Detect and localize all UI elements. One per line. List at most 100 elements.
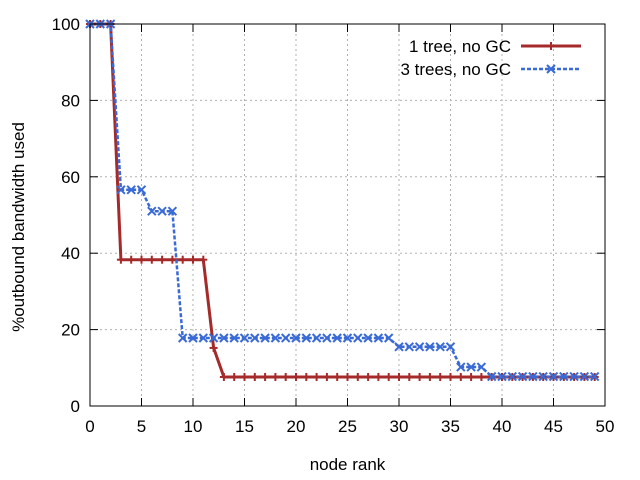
data-point [425, 372, 434, 381]
data-point [342, 333, 353, 343]
data-point [466, 362, 476, 372]
data-point [301, 333, 312, 343]
data-point [302, 372, 311, 381]
data-point [311, 333, 322, 343]
data-point [147, 255, 156, 264]
data-point [250, 372, 259, 381]
data-point [333, 372, 342, 381]
y-tick-label: 100 [52, 15, 80, 34]
data-point [467, 372, 476, 381]
data-point [517, 371, 528, 382]
series-layer [85, 19, 600, 382]
axis-ticks: 0 5 10 15 20 25 30 35 40 45 50 0 20 40 60 80 100 [52, 15, 615, 436]
legend-label-3-trees: 3 trees, no GC [400, 60, 511, 79]
data-point [292, 372, 300, 381]
data-point [589, 371, 600, 382]
legend-marker [546, 64, 556, 74]
data-point [188, 333, 198, 343]
data-point [177, 333, 188, 343]
data-point [270, 333, 281, 343]
data-point [353, 372, 362, 381]
data-point [126, 185, 136, 195]
data-point [569, 371, 579, 382]
data-point [136, 185, 147, 195]
data-point [322, 333, 332, 343]
data-point [477, 372, 486, 381]
legend: 1 tree, no GC 3 trees, no GC [400, 37, 581, 79]
y-tick-label: 60 [61, 168, 80, 187]
data-point [374, 372, 383, 381]
data-point [219, 372, 228, 381]
data-point [280, 333, 291, 343]
legend-entry-1-tree: 1 tree, no GC [409, 37, 581, 56]
data-point [157, 206, 167, 216]
y-tick-label: 20 [61, 321, 80, 340]
data-point [384, 372, 393, 381]
x-axis-title: node rank [310, 455, 386, 474]
data-point [127, 255, 136, 264]
x-tick-label: 25 [338, 417, 357, 436]
x-tick-label: 30 [390, 417, 409, 436]
data-point [548, 371, 559, 382]
data-point [435, 342, 445, 352]
data-point [476, 362, 487, 372]
data-point [271, 372, 280, 381]
data-point [332, 333, 342, 343]
data-point [343, 372, 352, 381]
data-point [250, 333, 260, 343]
data-point [363, 333, 373, 343]
x-tick-label: 10 [184, 417, 203, 436]
x-tick-label: 5 [137, 417, 146, 436]
series-line-2 [90, 22, 595, 378]
data-point [199, 255, 208, 264]
data-point [414, 342, 425, 352]
data-point [158, 255, 167, 264]
data-point [425, 342, 435, 352]
data-point [230, 372, 239, 381]
data-point [208, 333, 219, 343]
data-point [116, 255, 125, 264]
data-point [168, 255, 177, 264]
legend-label-1-tree: 1 tree, no GC [409, 37, 511, 56]
series-line-1 [90, 22, 595, 379]
data-point [405, 372, 414, 381]
data-point [312, 372, 321, 381]
data-point [415, 372, 424, 381]
data-point [364, 372, 373, 381]
data-point [404, 342, 415, 352]
data-point [189, 255, 197, 264]
x-tick-label: 40 [493, 417, 512, 436]
series-2 [85, 19, 600, 382]
x-tick-label: 50 [596, 417, 615, 436]
legend-marker [547, 42, 555, 50]
data-point [395, 372, 403, 381]
data-point [178, 255, 187, 264]
data-point [116, 185, 126, 195]
data-point [445, 342, 456, 352]
x-tick-label: 45 [544, 417, 563, 436]
data-point [383, 333, 394, 343]
data-point [486, 371, 497, 382]
legend-swatch-1-tree [521, 42, 581, 50]
y-tick-label: 40 [61, 244, 80, 263]
data-point [528, 371, 538, 382]
data-point [559, 371, 569, 382]
data-point [219, 333, 229, 343]
data-point [373, 333, 384, 343]
x-tick-label: 35 [441, 417, 460, 436]
data-point [497, 371, 507, 382]
data-point [260, 333, 270, 343]
data-point [507, 371, 518, 382]
data-point [137, 255, 146, 264]
y-axis-title: %outbound bandwidth used [9, 122, 28, 332]
data-point [436, 372, 445, 381]
x-tick-label: 0 [85, 417, 94, 436]
series-1 [86, 20, 599, 381]
data-point [456, 372, 465, 381]
data-point [147, 206, 157, 216]
legend-entry-3-trees: 3 trees, no GC [400, 60, 581, 79]
data-point [353, 333, 363, 343]
data-point [229, 333, 239, 343]
data-point [167, 206, 178, 216]
